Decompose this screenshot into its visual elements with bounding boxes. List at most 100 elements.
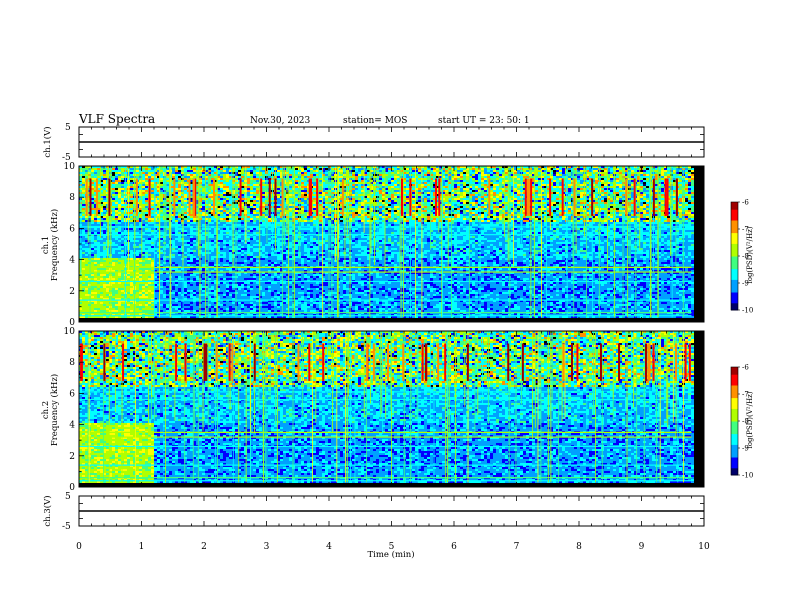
spectrogram-cell — [259, 250, 262, 252]
spectrogram-cell — [196, 262, 199, 264]
spectrogram-cell — [88, 236, 91, 238]
spectrogram-cell — [94, 308, 97, 310]
spectrogram-cell — [115, 198, 118, 200]
spectrogram-cell — [268, 240, 271, 242]
spectrogram-cell — [220, 260, 223, 262]
spectrogram-cell — [223, 240, 226, 242]
spectrogram-cell — [178, 258, 181, 260]
spectrogram-cell — [235, 264, 238, 266]
spectrogram-cell — [100, 196, 103, 198]
spectrogram-cell — [220, 272, 223, 274]
spectrogram-cell — [238, 276, 241, 278]
spectrogram-cell — [229, 276, 232, 278]
spectrogram-cell — [139, 178, 142, 180]
spectrogram-cell — [94, 180, 97, 182]
spectrogram-cell — [238, 244, 241, 246]
spectrogram-cell — [208, 304, 211, 306]
spectrogram-cell — [229, 218, 232, 220]
spectrogram-cell — [223, 190, 226, 192]
spectrogram-cell — [262, 214, 265, 216]
spectrogram-cell — [253, 276, 256, 278]
spectrogram-cell — [175, 200, 178, 202]
spectrogram-cell — [190, 214, 193, 216]
spectrogram-cell — [97, 286, 100, 288]
spectrogram-cell — [208, 210, 211, 212]
spectrogram-cell — [241, 268, 244, 270]
spectrogram-cell — [178, 304, 181, 306]
spectrogram-cell — [214, 228, 217, 230]
spectrogram-cell — [91, 284, 94, 286]
spectrogram-cell — [250, 174, 253, 176]
spectrogram-cell — [106, 276, 109, 278]
spectrogram-cell — [178, 248, 181, 250]
spectrogram-cell — [232, 232, 235, 234]
spectrogram-cell — [157, 180, 160, 182]
spectrogram-cell — [142, 316, 145, 318]
spectrogram-cell — [106, 314, 109, 316]
spectrogram-cell — [136, 172, 139, 174]
spectrogram-cell — [202, 314, 205, 316]
spectrogram-cell — [148, 272, 151, 274]
spectrogram-cell — [184, 172, 187, 174]
spectrogram-cell — [208, 240, 211, 242]
spectrogram-cell — [196, 214, 199, 216]
spectrogram-cell — [100, 236, 103, 238]
spectrogram-cell — [262, 270, 265, 272]
spectrogram-cell — [142, 302, 145, 304]
spectrogram-cell — [142, 308, 145, 310]
spectrogram-cell — [154, 256, 157, 258]
spectrogram-cell — [139, 236, 142, 238]
spectrogram-cell — [187, 272, 190, 274]
spectrogram-cell — [268, 222, 271, 224]
spectrogram-cell — [220, 170, 223, 172]
spectrogram-cell — [247, 198, 250, 200]
spectrogram-cell — [106, 270, 109, 272]
spectrogram-cell — [175, 192, 178, 194]
spectrogram-cell — [82, 230, 85, 232]
spectrogram-cell — [94, 286, 97, 288]
spectrogram-cell — [97, 176, 100, 178]
spectrogram-cell — [217, 170, 220, 172]
spectrogram-cell — [85, 244, 88, 246]
spectrogram-cell — [184, 170, 187, 172]
spectrogram-cell — [145, 168, 148, 170]
spectrogram-cell — [121, 174, 124, 176]
spectrogram-cell — [130, 304, 133, 306]
spectrogram-cell — [184, 316, 187, 318]
spectrogram-cell — [232, 200, 235, 202]
spectrogram-cell — [247, 302, 250, 304]
spectrogram-cell — [247, 168, 250, 170]
spectrogram-cell — [100, 308, 103, 310]
spectrogram-cell — [175, 246, 178, 248]
spectrogram-cell — [121, 306, 124, 308]
spectrogram-cell — [253, 174, 256, 176]
spectrogram-cell — [259, 218, 262, 220]
spectrogram-cell — [142, 274, 145, 276]
spectrogram-cell — [157, 208, 160, 210]
spectrogram-cell — [145, 248, 148, 250]
spectrogram-cell — [91, 270, 94, 272]
spectrogram-cell — [268, 176, 271, 178]
spectrogram-cell — [154, 288, 157, 290]
spectrogram-cell — [115, 228, 118, 230]
spectrogram-cell — [268, 260, 271, 262]
spectrogram-cell — [208, 232, 211, 234]
spectrogram-cell — [121, 188, 124, 190]
spectrogram-cell — [178, 272, 181, 274]
spectrogram-cell — [202, 236, 205, 238]
spectrogram-cell — [238, 178, 241, 180]
spectrogram-cell — [154, 254, 157, 256]
spectrogram-cell — [205, 178, 208, 180]
spectrogram-cell — [226, 224, 229, 226]
spectrogram-cell — [211, 240, 214, 242]
spectrogram-cell — [256, 278, 259, 280]
spectrogram-cell — [202, 260, 205, 262]
spectrogram-cell — [205, 172, 208, 174]
spectrogram-cell — [91, 298, 94, 300]
spectrogram-cell — [184, 264, 187, 266]
spectrogram-cell — [226, 232, 229, 234]
spectrogram-cell — [217, 284, 220, 286]
spectrogram-cell — [166, 228, 169, 230]
spectrogram-cell — [157, 306, 160, 308]
spectrogram-cell — [166, 248, 169, 250]
